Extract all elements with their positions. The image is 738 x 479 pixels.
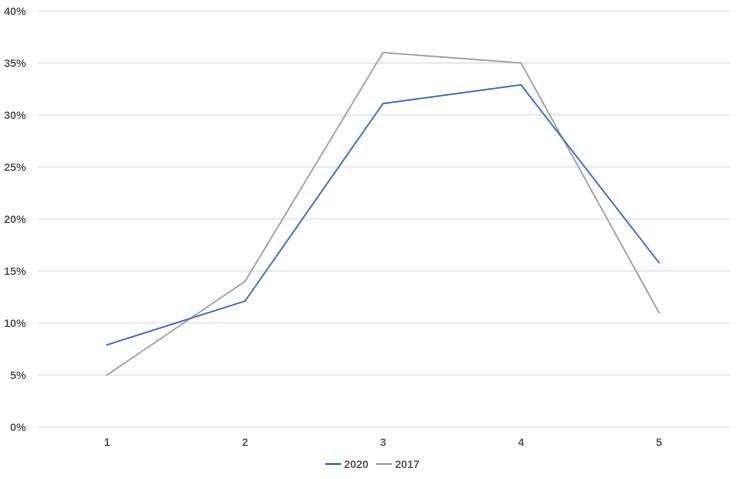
data-point-2017: [244, 280, 246, 283]
x-axis-tick-labels: 1 2 3 4 5: [104, 437, 662, 449]
data-point-2020: [520, 84, 522, 86]
y-tick-label: 30%: [4, 110, 26, 122]
data-point-2020: [382, 102, 384, 105]
x-tick-label: 3: [380, 437, 386, 449]
x-tick-label: 5: [656, 437, 662, 449]
y-tick-label: 0%: [10, 422, 26, 434]
y-tick-label: 20%: [4, 214, 26, 226]
y-tick-label: 35%: [4, 58, 26, 70]
data-point-2020: [658, 261, 660, 264]
y-axis-tick-labels: 0% 5% 10% 15% 20% 25% 30% 35% 40%: [4, 6, 26, 434]
data-point-2020: [244, 300, 246, 302]
y-tick-label: 25%: [4, 162, 26, 174]
y-tick-label: 10%: [4, 318, 26, 330]
data-point-2017: [106, 374, 108, 376]
series-line-2017: [106, 51, 660, 376]
data-point-2017: [382, 51, 384, 54]
y-tick-label: 40%: [4, 6, 26, 18]
series-line-2020: [106, 84, 660, 346]
x-tick-label: 2: [242, 437, 248, 449]
data-point-2017: [520, 62, 522, 64]
series-lines: [106, 51, 660, 376]
gridlines: [38, 10, 730, 428]
legend-label-2017: 2017: [395, 459, 419, 471]
data-point-2017: [658, 311, 660, 314]
x-tick-label: 4: [518, 437, 525, 449]
x-tick-label: 1: [104, 437, 110, 449]
y-tick-label: 15%: [4, 266, 26, 278]
y-tick-label: 5%: [10, 370, 26, 382]
legend: 2020 2017: [325, 459, 419, 471]
data-point-2020: [106, 344, 108, 346]
legend-label-2020: 2020: [344, 459, 368, 471]
